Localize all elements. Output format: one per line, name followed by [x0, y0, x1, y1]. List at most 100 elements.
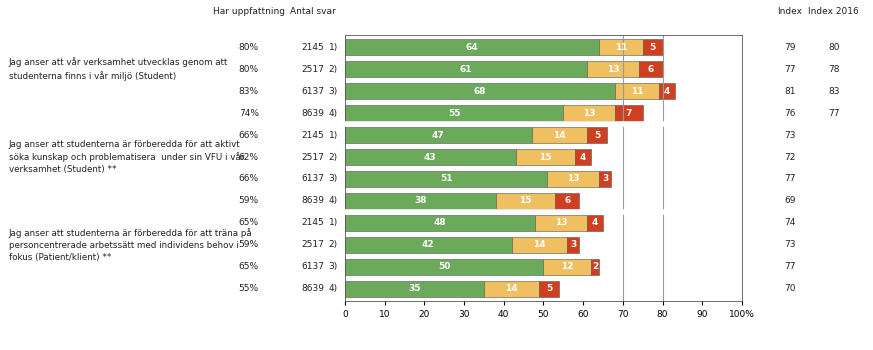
Text: 77: 77 — [784, 175, 796, 183]
Bar — [535, 215, 588, 231]
Text: 80%: 80% — [238, 64, 259, 74]
Text: 66%: 66% — [238, 131, 259, 140]
Bar — [512, 237, 567, 253]
Text: 72: 72 — [784, 153, 796, 161]
Bar — [615, 83, 658, 99]
Text: 38: 38 — [414, 196, 427, 205]
Text: 68: 68 — [474, 86, 486, 96]
Text: 4: 4 — [592, 218, 598, 228]
Text: 61: 61 — [460, 64, 472, 74]
Text: 11: 11 — [615, 43, 627, 51]
Text: 14: 14 — [553, 131, 566, 140]
Text: 3): 3) — [328, 86, 338, 96]
Text: 55: 55 — [448, 108, 460, 118]
Bar — [345, 61, 588, 77]
Bar — [555, 193, 579, 209]
Text: 3): 3) — [328, 175, 338, 183]
Text: 76: 76 — [784, 108, 796, 118]
Bar — [345, 215, 535, 231]
Text: 6: 6 — [564, 196, 570, 205]
Text: 2517: 2517 — [301, 64, 324, 74]
Text: 77: 77 — [828, 108, 840, 118]
Text: 74: 74 — [784, 218, 796, 228]
Text: 2145: 2145 — [301, 218, 324, 228]
Bar — [544, 259, 591, 275]
Text: Har uppfattning: Har uppfattning — [213, 7, 285, 16]
Text: 8639: 8639 — [301, 196, 324, 205]
Text: 83%: 83% — [238, 86, 259, 96]
Text: 55%: 55% — [238, 285, 259, 293]
Text: 51: 51 — [440, 175, 452, 183]
Text: 77: 77 — [784, 262, 796, 272]
Text: 47: 47 — [432, 131, 444, 140]
Text: Jag anser att vår verksamhet utvecklas genom att
studenterna finns i vår miljö (: Jag anser att vår verksamhet utvecklas g… — [9, 57, 228, 81]
Text: 83: 83 — [828, 86, 840, 96]
Text: 64: 64 — [465, 43, 478, 51]
Text: 62%: 62% — [239, 153, 258, 161]
Bar — [588, 61, 639, 77]
Text: 1): 1) — [328, 131, 338, 140]
Text: Jag anser att studenterna är förberedda för att aktivt
söka kunskap och problema: Jag anser att studenterna är förberedda … — [9, 140, 244, 174]
Bar — [588, 127, 607, 143]
Text: 65%: 65% — [238, 262, 259, 272]
Bar — [643, 39, 663, 55]
Text: Index: Index — [778, 7, 802, 16]
Bar — [599, 39, 643, 55]
Text: 2517: 2517 — [301, 153, 324, 161]
Text: Jag anser att studenterna är förberedda för att träna på
personcentrerade arbets: Jag anser att studenterna är förberedda … — [9, 228, 252, 262]
Text: 80: 80 — [828, 43, 840, 51]
Bar — [591, 259, 599, 275]
Bar — [588, 215, 603, 231]
Bar — [547, 171, 599, 187]
Bar — [345, 281, 484, 297]
Text: 4: 4 — [663, 86, 670, 96]
Text: 59%: 59% — [238, 196, 259, 205]
Bar — [345, 149, 516, 165]
Bar — [540, 281, 560, 297]
Text: 6137: 6137 — [301, 175, 324, 183]
Bar — [639, 61, 663, 77]
Text: 6: 6 — [648, 64, 654, 74]
Text: 15: 15 — [540, 153, 552, 161]
Bar — [345, 237, 512, 253]
Text: 73: 73 — [784, 240, 796, 250]
Text: 5: 5 — [594, 131, 601, 140]
Text: 73: 73 — [784, 131, 796, 140]
Bar — [615, 105, 643, 121]
Bar — [532, 127, 588, 143]
Text: 48: 48 — [434, 218, 446, 228]
Text: 2517: 2517 — [301, 240, 324, 250]
Text: 7: 7 — [626, 108, 632, 118]
Text: 11: 11 — [630, 86, 643, 96]
Text: Index 2016: Index 2016 — [808, 7, 859, 16]
Bar — [516, 149, 575, 165]
Bar — [599, 171, 611, 187]
Text: 50: 50 — [438, 262, 450, 272]
Bar — [345, 83, 615, 99]
Text: 13: 13 — [567, 175, 580, 183]
Bar — [575, 149, 591, 165]
Text: Antal svar: Antal svar — [290, 7, 335, 16]
Text: 1): 1) — [328, 218, 338, 228]
Text: 78: 78 — [828, 64, 840, 74]
Text: 13: 13 — [583, 108, 595, 118]
Bar — [345, 105, 563, 121]
Text: 80%: 80% — [238, 43, 259, 51]
Text: 69: 69 — [784, 196, 796, 205]
Bar — [496, 193, 555, 209]
Text: 14: 14 — [533, 240, 546, 250]
Bar — [345, 39, 599, 55]
Bar — [345, 259, 544, 275]
Text: 1): 1) — [328, 43, 338, 51]
Text: 66%: 66% — [238, 175, 259, 183]
Bar — [345, 171, 547, 187]
Text: 8639: 8639 — [301, 108, 324, 118]
Text: 6137: 6137 — [301, 262, 324, 272]
Text: 70: 70 — [784, 285, 796, 293]
Text: 5: 5 — [650, 43, 656, 51]
Text: 77: 77 — [784, 64, 796, 74]
Text: 65%: 65% — [238, 218, 259, 228]
Text: 74%: 74% — [239, 108, 258, 118]
Text: 4: 4 — [580, 153, 587, 161]
Text: 13: 13 — [607, 64, 619, 74]
